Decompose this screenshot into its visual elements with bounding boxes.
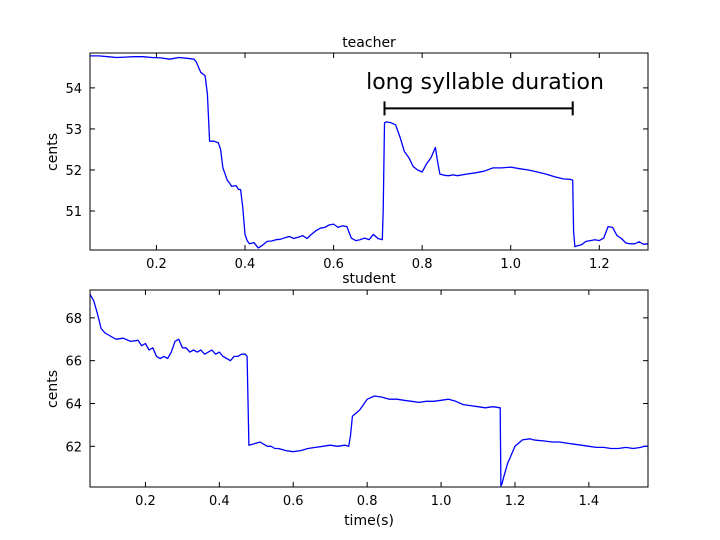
x-tick-label: 1.2	[589, 257, 610, 272]
x-tick-label: 0.6	[323, 257, 344, 272]
plot-area-student: 0.2 0.4 0.6 0.8 1.0 1.2 1.4 62 64 66 68	[65, 290, 648, 509]
y-tick-label: 66	[65, 355, 82, 370]
plot-area-teacher: 0.2 0.4 0.6 0.8 1.0 1.2 51 52 53 54	[65, 53, 649, 272]
x-tick-label: 0.2	[135, 494, 156, 509]
x-tick-label: 0.6	[283, 494, 304, 509]
y-tick-label: 64	[65, 397, 82, 412]
plot-frame-teacher	[89, 52, 649, 251]
x-tick-label: 0.8	[412, 257, 433, 272]
series-line	[89, 293, 648, 487]
y-tick-label: 51	[65, 205, 82, 220]
x-tick-label: 0.4	[235, 257, 256, 272]
y-tick-label: 54	[65, 82, 82, 97]
x-tick-label: 0.4	[209, 494, 230, 509]
chart-title-student: student	[342, 271, 396, 287]
annotation-text: long syllable duration	[366, 70, 604, 95]
y-axis-label-teacher: cents	[45, 133, 61, 171]
x-tick-label: 0.8	[357, 494, 378, 509]
y-tick-label: 68	[65, 312, 82, 327]
y-tick-label: 52	[65, 164, 82, 179]
annotation-long-syllable: long syllable duration	[366, 70, 604, 116]
chart-teacher: teacher cents 0.2 0.4 0.6 0.8 1.0 1.2 51 52 53 54…	[45, 35, 649, 272]
x-axis-label-student: time(s)	[344, 513, 394, 529]
y-axis-label-student: cents	[45, 370, 61, 408]
x-tick-label: 1.4	[579, 494, 600, 509]
series-line	[90, 55, 649, 249]
chart-student: student cents time(s) 0.2 0.4 0.6 0.8 1.0 1.2…	[45, 271, 649, 529]
y-tick-label: 53	[65, 123, 82, 138]
x-tick-label: 1.2	[505, 494, 526, 509]
plot-frame-student	[89, 289, 649, 488]
x-tick-label: 1.0	[500, 257, 521, 272]
x-tick-label: 0.2	[146, 257, 167, 272]
chart-title-teacher: teacher	[342, 35, 396, 51]
y-tick-label: 62	[65, 440, 82, 455]
x-tick-label: 1.0	[431, 494, 452, 509]
